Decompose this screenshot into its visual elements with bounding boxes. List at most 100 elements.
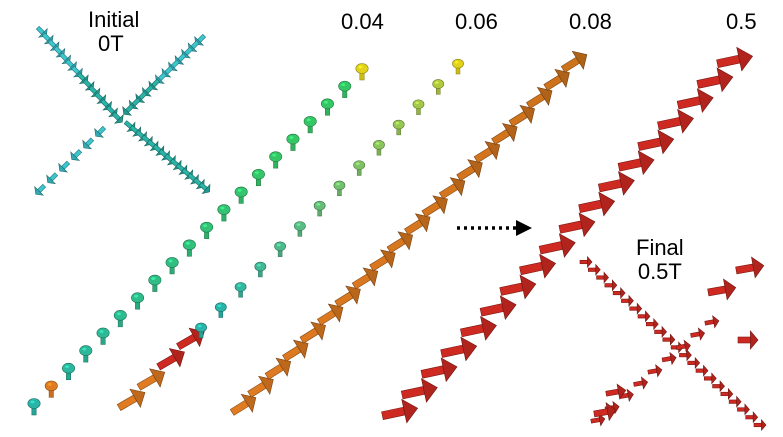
spin-arrow: [695, 364, 709, 377]
spin-arrow: [661, 351, 677, 366]
spin-arrow: [353, 160, 366, 176]
initial-title: Initial: [88, 7, 140, 32]
spin-arrow: [440, 336, 478, 362]
dotted-arrow-right-icon: [457, 220, 532, 236]
spin-arrow: [617, 150, 655, 176]
final-field: 0.5T: [637, 259, 682, 284]
spin-arrow: [34, 183, 47, 196]
spin-arrow: [720, 387, 734, 401]
spin-arrow: [538, 233, 576, 258]
spin-arrow: [560, 50, 588, 73]
spin-arrow: [182, 239, 196, 257]
label-final: Final 0.5T: [636, 236, 684, 284]
spin-arrow: [82, 137, 95, 150]
spin-arrow: [578, 191, 616, 217]
spin-arrow: [605, 383, 627, 400]
spin-arrow: [479, 295, 517, 321]
spin-arrow: [593, 401, 617, 422]
final-title: Final: [636, 235, 684, 260]
spin-arrow: [294, 221, 306, 237]
spin-arrow: [728, 395, 742, 408]
spin-arrow: [526, 86, 553, 109]
spin-arrow: [587, 263, 601, 276]
spin-arrow: [269, 151, 283, 169]
spin-arrow: [704, 315, 720, 329]
spin-arrow: [657, 108, 694, 134]
spin-arrow: [473, 141, 501, 164]
spin-arrow: [438, 177, 466, 200]
final-state-x-texture: [579, 255, 767, 432]
spin-arrow: [745, 411, 759, 424]
spin-arrow: [392, 119, 405, 136]
spin-arrow: [412, 99, 425, 115]
spin-arrow: [386, 231, 414, 254]
spin-arrow: [662, 333, 676, 346]
spin-arrow: [334, 285, 361, 308]
spin-arrow: [299, 321, 326, 344]
spin-arrow: [499, 274, 537, 300]
spin-arrow: [214, 302, 227, 318]
spin-arrow: [156, 348, 185, 371]
label-field-0.08: 0.08: [569, 9, 612, 34]
spin-arrow: [687, 356, 701, 369]
spin-arrow: [313, 200, 326, 217]
spin-arrow: [737, 403, 750, 416]
spin-arrow: [338, 80, 352, 98]
field-0.06-spin-chain: [116, 58, 464, 411]
spin-arrow: [735, 256, 765, 279]
spin-arrow: [558, 212, 596, 238]
spin-arrow: [621, 294, 634, 307]
spin-arrow: [303, 116, 317, 134]
spin-arrow: [373, 140, 385, 156]
spin-arrow: [381, 398, 419, 424]
label-initial: Initial 0T: [88, 8, 139, 56]
spin-arrow: [596, 271, 609, 284]
spin-arrow: [70, 149, 83, 161]
spin-arrow: [716, 46, 754, 72]
spin-arrow: [633, 376, 649, 390]
spin-arrow: [690, 327, 706, 341]
spin-arrow: [148, 274, 162, 292]
spin-arrow: [165, 257, 179, 275]
spin-arrow: [44, 380, 58, 398]
spin-arrow: [333, 180, 346, 197]
spin-arrow: [254, 261, 267, 278]
spin-arrow: [27, 398, 41, 416]
spin-arrow: [604, 279, 618, 292]
field-0.04-spin-chain: [27, 63, 369, 416]
spin-arrow: [251, 168, 265, 187]
spin-arrow: [59, 52, 72, 65]
initial-state-x-texture: [34, 25, 211, 196]
label-field-0.06: 0.06: [455, 9, 498, 34]
spin-arrow: [195, 322, 207, 339]
spin-arrow: [58, 160, 71, 173]
spin-arrow: [452, 58, 464, 75]
spin-arrow: [136, 368, 166, 391]
spin-arrow: [612, 286, 626, 300]
label-field-0.5: 0.5: [726, 9, 757, 34]
spin-arrow: [597, 171, 635, 196]
spin-arrow: [79, 345, 93, 363]
spin-arrow: [676, 88, 714, 113]
spin-arrow: [647, 364, 663, 378]
spin-arrow: [654, 325, 667, 338]
spin-arrow: [675, 339, 691, 353]
spin-arrow: [508, 105, 535, 127]
spin-arrow: [420, 357, 458, 383]
spin-arrow: [122, 103, 135, 116]
spin-arrow: [247, 375, 274, 398]
spin-arrow: [111, 111, 124, 124]
spin-arrow: [46, 172, 59, 185]
spin-arrow: [234, 282, 247, 298]
spin-arrow: [274, 241, 286, 257]
spin-arrow: [131, 292, 145, 310]
spin-arrow: [62, 362, 76, 380]
spin-arrow: [579, 255, 593, 269]
spin-arrow: [629, 302, 643, 315]
field-0.5-spin-chain: [381, 46, 765, 424]
spin-arrow: [679, 349, 692, 362]
spin-arrow: [351, 267, 379, 290]
spin-arrow: [94, 125, 107, 138]
